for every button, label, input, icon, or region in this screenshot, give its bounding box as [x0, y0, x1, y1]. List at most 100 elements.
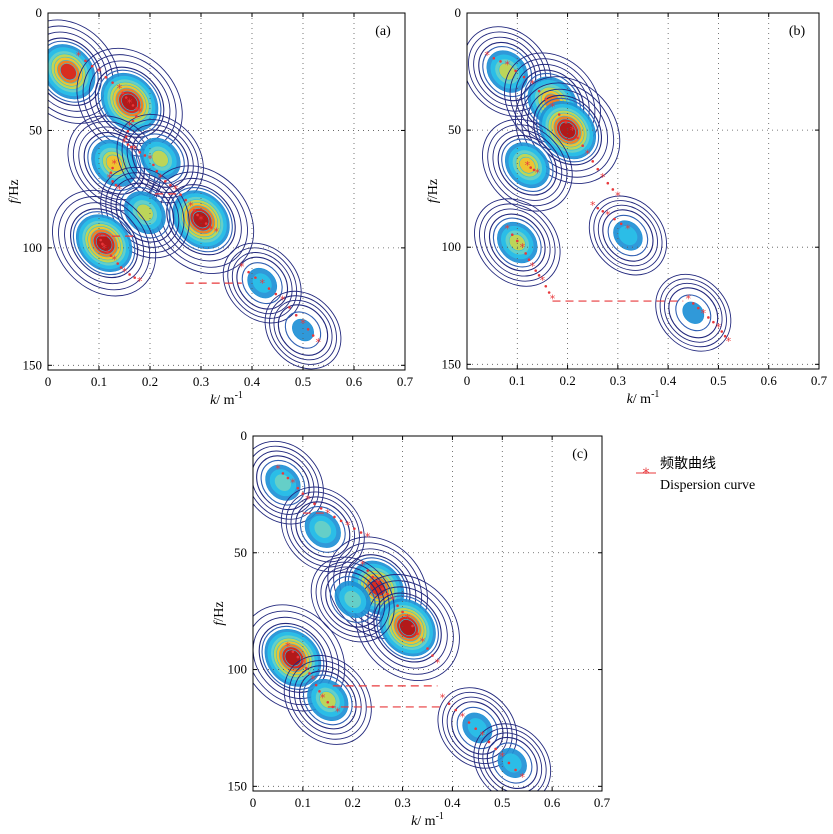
x-tick-label: 0.7 [397, 374, 414, 389]
y-axis-label: f/Hz [212, 601, 227, 625]
curve-point: * [157, 171, 163, 184]
energy-contour [48, 40, 99, 103]
curve-point [606, 181, 610, 185]
curve-point: * [540, 274, 546, 287]
energy-contour [119, 186, 171, 239]
energy-contour [519, 156, 536, 174]
energy-contour [502, 753, 522, 773]
y-tick-label: 50 [234, 545, 247, 560]
curve-point [591, 160, 595, 163]
energy-contour [285, 491, 360, 568]
dispersion-curve: * * * * * [285, 640, 341, 718]
curve-point: * [519, 771, 525, 784]
curve-point [111, 166, 114, 170]
curve-point [304, 666, 308, 670]
energy-contour [288, 660, 367, 740]
curve-point: * [275, 463, 281, 476]
curve-point: * [504, 222, 510, 235]
curve-point [184, 198, 187, 202]
curve-point: * [112, 157, 118, 170]
curve-point [532, 168, 536, 172]
curve-point [581, 144, 584, 148]
curve-point: * [605, 208, 611, 221]
curve-point: * [290, 477, 296, 490]
energy-contour [253, 450, 315, 515]
energy-contour [479, 203, 556, 282]
curve-point [547, 291, 551, 294]
energy-field [467, 26, 732, 352]
curve-point [101, 242, 104, 246]
curve-point [296, 655, 300, 659]
curve-point [131, 119, 135, 123]
y-tick-label: 0 [455, 5, 462, 20]
energy-contour [310, 556, 395, 643]
curve-point [138, 151, 142, 154]
dispersion-curve: * * * * * [440, 692, 526, 784]
x-tick-label: 0.5 [494, 795, 510, 810]
curve-point [133, 276, 136, 279]
curve-point: * [127, 120, 133, 133]
energy-contour [675, 294, 712, 332]
energy-contour [94, 66, 165, 138]
dispersion-curve: * * * * * [504, 222, 555, 305]
x-tick-label: 0 [250, 795, 257, 810]
energy-contour [131, 129, 189, 188]
curve-point [254, 276, 257, 279]
curve-point: * [300, 317, 306, 330]
energy-contour [492, 129, 563, 201]
curve-point [371, 575, 374, 579]
curve-point [121, 91, 125, 95]
energy-contour [295, 501, 351, 558]
x-axis-label: k/ m-1 [210, 390, 243, 408]
energy-contour [298, 670, 357, 730]
curve-point [90, 64, 94, 68]
curve-point: * [365, 530, 371, 543]
curve-point [454, 708, 458, 712]
curve-point [331, 705, 335, 709]
energy-contour [313, 520, 332, 539]
curve-point [308, 672, 311, 675]
curve-point [274, 292, 278, 296]
curve-point: * [520, 241, 526, 254]
x-tick-label: 0.3 [394, 795, 410, 810]
x-tick-label: 0.3 [610, 373, 626, 388]
energy-blob [253, 440, 324, 525]
y-tick-label: 150 [23, 357, 43, 372]
curve-point [515, 239, 519, 243]
x-tick-label: 0.6 [544, 795, 561, 810]
y-tick-label: 150 [228, 778, 248, 793]
curve-point: * [701, 307, 707, 320]
energy-contour [659, 278, 727, 348]
curve-point [691, 302, 695, 305]
energy-contour [83, 131, 145, 195]
energy-contour [48, 25, 114, 118]
energy-contour [655, 273, 732, 352]
curve-point: * [117, 82, 123, 95]
curve-point [514, 69, 517, 73]
curve-point [707, 316, 710, 319]
curve-point [411, 624, 414, 628]
energy-contour [487, 124, 568, 207]
curve-point: * [405, 612, 411, 625]
curve-point [537, 89, 541, 93]
energy-contour [48, 31, 108, 112]
curve-point [514, 768, 517, 772]
legend-label-cn: 频散曲线 [660, 456, 716, 472]
x-tick-label: 0.5 [295, 374, 311, 389]
curve-point [288, 306, 291, 309]
energy-blob [264, 290, 342, 370]
grid [253, 436, 602, 791]
curve-point [291, 650, 295, 653]
energy-contour [241, 262, 283, 305]
panel-tag: (a) [375, 24, 391, 39]
curve-point [196, 213, 199, 217]
x-tick-label: 0.4 [444, 795, 461, 810]
panel-tag: (b) [789, 24, 806, 39]
curve-point: * [112, 254, 118, 267]
energy-contour [597, 204, 658, 267]
curve-point: * [117, 183, 123, 196]
energy-contour [664, 282, 723, 343]
energy-contour [320, 566, 385, 633]
y-tick-label: 100 [228, 662, 248, 677]
